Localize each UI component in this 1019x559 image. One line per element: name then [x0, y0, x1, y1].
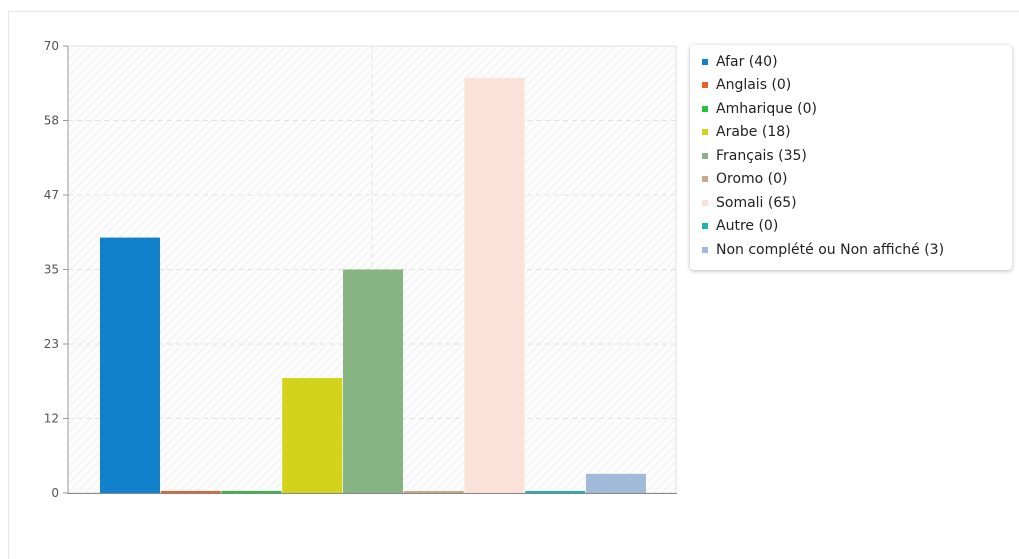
legend-item[interactable]: Anglais (0): [702, 74, 1012, 98]
legend-item[interactable]: Oromo (0): [702, 168, 1012, 192]
y-axis-ticks: 0 12 23 35 47 58 70: [44, 39, 68, 500]
legend-item[interactable]: Somali (65): [702, 191, 1012, 215]
bars-group: [100, 77, 646, 494]
legend-swatch-icon: [702, 82, 708, 89]
grid-lines: [68, 120, 676, 419]
bar-somali[interactable]: [464, 77, 525, 493]
legend-swatch-icon: [702, 176, 708, 183]
bar-autre[interactable]: [525, 491, 586, 493]
legend-label: Autre (0): [716, 218, 779, 235]
legend-label: Non complété ou Non affiché (3): [716, 241, 945, 258]
legend-item[interactable]: Arabe (18): [702, 121, 1012, 145]
legend-swatch-icon: [702, 129, 708, 136]
legend-item[interactable]: Français (35): [702, 144, 1012, 168]
legend-item[interactable]: Non complété ou Non affiché (3): [702, 238, 1012, 262]
y-tick-label: 23: [44, 337, 59, 351]
legend-item[interactable]: Afar (40): [702, 50, 1012, 74]
legend-swatch-icon: [702, 199, 708, 206]
y-tick-label: 58: [44, 114, 59, 128]
y-tick-label: 0: [51, 486, 59, 500]
y-tick-label: 12: [44, 412, 59, 426]
legend-label: Amharique (0): [716, 100, 817, 117]
legend-label: Afar (40): [716, 53, 778, 70]
legend-label: Français (35): [716, 147, 807, 164]
bar-afar[interactable]: [100, 237, 160, 493]
legend-label: Oromo (0): [716, 171, 788, 188]
legend-item[interactable]: Amharique (0): [702, 97, 1012, 121]
legend-swatch-icon: [702, 152, 708, 159]
y-tick-label: 47: [44, 188, 59, 202]
legend: Afar (40) Anglais (0) Amharique (0) Arabe (…: [690, 45, 1012, 270]
legend-swatch-icon: [702, 246, 708, 253]
bar-amharique[interactable]: [221, 491, 282, 493]
bar-non-compl-t-ou-non-affich-[interactable]: [586, 473, 646, 493]
legend-item[interactable]: Autre (0): [702, 215, 1012, 239]
bar-chart: 0 12 23 35 47 58 70: [44, 39, 677, 500]
legend-label: Arabe (18): [716, 124, 791, 141]
bar-arabe[interactable]: [282, 378, 343, 493]
legend-label: Somali (65): [716, 194, 797, 211]
legend-swatch-icon: [702, 105, 708, 112]
legend-swatch-icon: [702, 223, 708, 230]
bar-oromo[interactable]: [403, 491, 464, 493]
legend-swatch-icon: [702, 58, 708, 65]
y-tick-label: 35: [44, 263, 59, 277]
bar-fran-ais[interactable]: [343, 269, 403, 494]
bar-anglais[interactable]: [160, 491, 221, 493]
legend-label: Anglais (0): [716, 77, 792, 94]
y-tick-label: 70: [44, 39, 59, 53]
